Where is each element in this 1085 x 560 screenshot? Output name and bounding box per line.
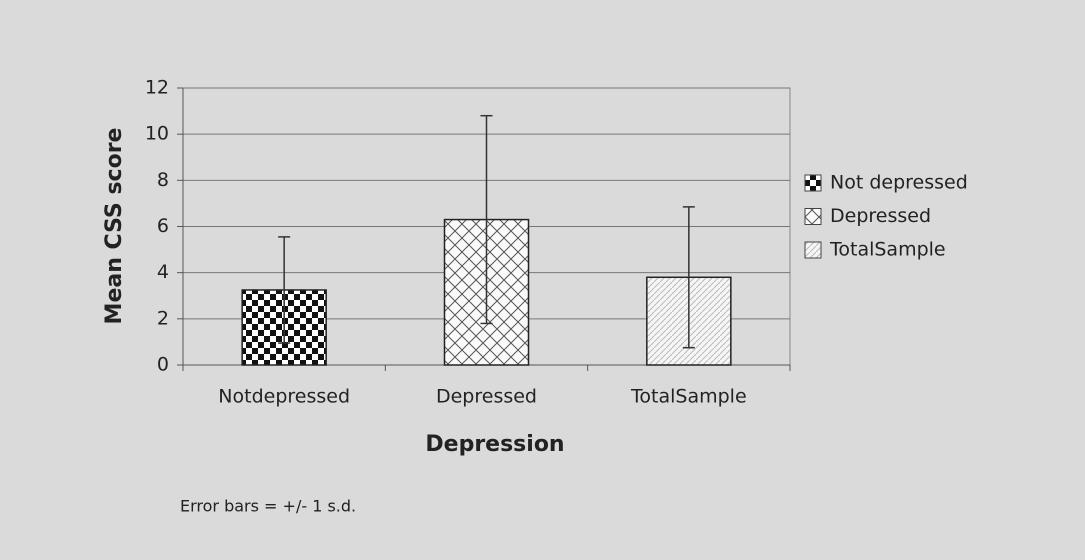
y-tick-label: 0 [157, 354, 169, 376]
legend-swatch [804, 208, 822, 225]
note: Error bars = +/- 1 s.d. [180, 497, 356, 516]
legend-label: Depressed [830, 205, 931, 227]
x-axis-title: Depression [425, 432, 564, 457]
y-tick-label: 8 [157, 169, 169, 191]
y-axis-title: Mean CSS score [102, 128, 127, 325]
legend-swatch [804, 174, 822, 192]
x-tick-label: TotalSample [630, 386, 747, 408]
y-tick-label: 4 [157, 261, 169, 283]
x-tick-label: Depressed [436, 386, 537, 408]
legend-swatch [804, 241, 822, 259]
y-tick-label: 6 [157, 215, 169, 237]
y-tick-label: 2 [157, 307, 169, 329]
x-tick-label: Notdepressed [218, 386, 350, 408]
legend-label: Not depressed [830, 172, 968, 194]
y-tick-label: 12 [145, 77, 169, 99]
y-tick-label: 10 [145, 123, 169, 145]
legend-label: TotalSample [829, 239, 946, 261]
